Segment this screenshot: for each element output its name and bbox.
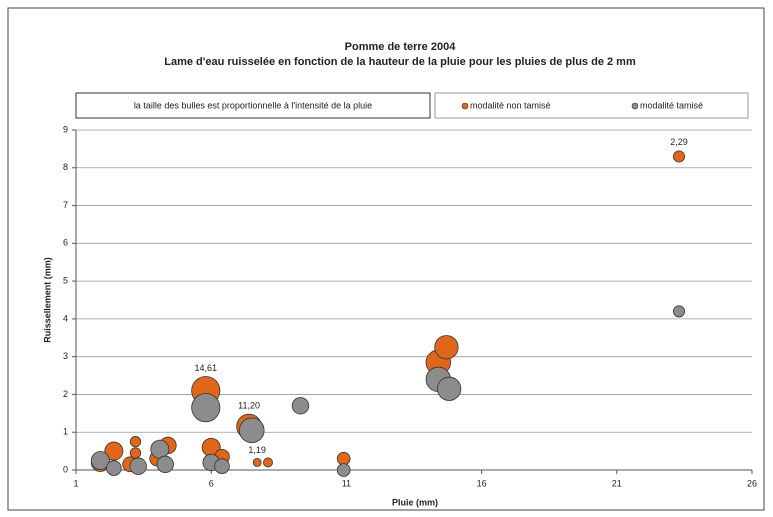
- y-tick-label: 7: [63, 200, 68, 210]
- bubble: [252, 458, 262, 467]
- data-label: 14,61: [195, 363, 218, 373]
- bubble: [90, 451, 110, 471]
- bubble: [672, 150, 685, 163]
- legend-marker: [631, 102, 639, 110]
- x-tick-label: 6: [209, 478, 214, 488]
- y-tick-label: 6: [63, 238, 68, 248]
- bubble: [191, 393, 221, 423]
- chart-subtitle: Lame d'eau ruisselée en fonction de la h…: [164, 56, 636, 68]
- data-label: 1,19: [248, 445, 266, 455]
- bubble: [106, 460, 122, 476]
- y-tick-label: 0: [63, 464, 68, 474]
- y-tick-label: 4: [63, 313, 68, 323]
- data-label: 11,20: [238, 401, 260, 411]
- legend-box: [434, 92, 749, 119]
- data-label: 2,29: [670, 137, 688, 147]
- y-tick-label: 2: [63, 389, 68, 399]
- bubble: [104, 441, 124, 461]
- x-tick-label: 26: [747, 478, 757, 488]
- legend-label: modalité non tamisé: [470, 100, 551, 110]
- bubble: [291, 397, 310, 415]
- y-tick-label: 9: [63, 124, 68, 134]
- bubble: [238, 417, 265, 444]
- legend-marker: [461, 102, 469, 110]
- bubble: [434, 335, 459, 360]
- bubble: [672, 305, 685, 318]
- y-tick-label: 3: [63, 351, 68, 361]
- x-tick-label: 1: [73, 478, 78, 488]
- bubble: [129, 447, 142, 459]
- bubble: [156, 455, 174, 474]
- x-axis-label: Pluie (mm): [392, 497, 438, 507]
- bubble: [129, 457, 147, 475]
- x-tick-label: 16: [477, 478, 487, 488]
- bubble: [214, 458, 230, 475]
- annotation-box: [75, 92, 431, 119]
- x-tick-label: 11: [342, 478, 351, 488]
- bubble: [150, 439, 170, 459]
- y-tick-label: 8: [63, 162, 68, 172]
- bubble: [437, 376, 462, 401]
- annotation: la taille des bulles est proportionnelle…: [134, 100, 372, 110]
- y-tick-label: 1: [63, 427, 68, 437]
- bubble: [336, 463, 351, 477]
- bubble: [336, 451, 351, 466]
- bubble: [129, 436, 142, 448]
- bubble: [263, 457, 273, 468]
- chart-title: Pomme de terre 2004: [345, 41, 457, 53]
- x-tick-label: 21: [612, 478, 622, 488]
- legend-label: modalité tamisé: [640, 100, 703, 110]
- chart-frame: [7, 7, 765, 511]
- y-tick-label: 5: [63, 275, 68, 285]
- y-axis-label: Ruissellement (mm): [42, 257, 52, 343]
